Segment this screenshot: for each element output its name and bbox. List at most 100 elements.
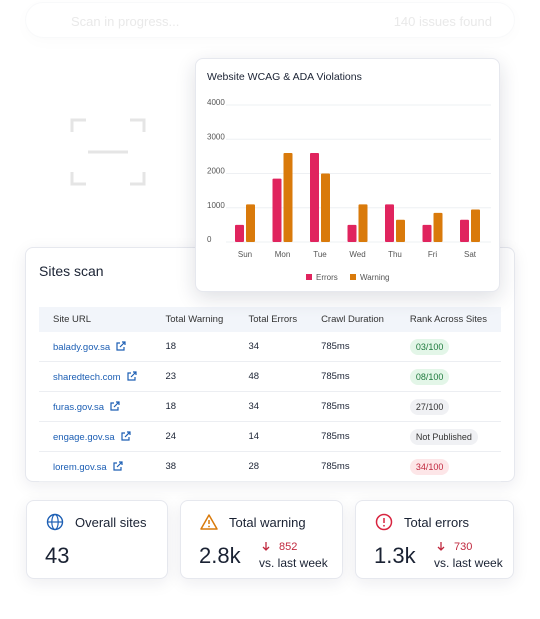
scan-icon: [70, 118, 146, 186]
table-cell: 23: [151, 361, 235, 392]
table-row: sharedtech.com 23 48 785ms 08/100: [39, 361, 501, 392]
chart-card: Website WCAG & ADA Violations 0 1000 2000 3…: [195, 58, 500, 292]
x-tick-label: Tue: [313, 250, 327, 259]
table-cell: balady.gov.sa: [39, 332, 152, 362]
card-change: 730: [454, 541, 473, 553]
bar: [321, 173, 330, 242]
table-cell: 785ms: [307, 451, 396, 482]
rank-badge: 34/100: [409, 458, 450, 475]
bar: [235, 224, 244, 242]
change-arrow: [262, 541, 270, 554]
cell-text: 785ms: [321, 371, 350, 382]
bar: [396, 219, 405, 242]
bar: [385, 204, 394, 242]
column-header: Crawl Duration: [307, 307, 396, 332]
rank-badge: 03/100: [409, 338, 450, 355]
cell-text: 785ms: [321, 401, 350, 412]
chart-title: Website WCAG & ADA Violations: [207, 71, 362, 83]
rank-badge: Not Published: [409, 428, 478, 445]
y-tick-label: 2000: [207, 167, 225, 176]
y-tick-label: 3000: [207, 132, 225, 141]
card-title: Total warning: [229, 515, 306, 530]
bar: [347, 224, 357, 242]
cell-text: 785ms: [321, 341, 350, 352]
table-cell: 785ms: [307, 391, 396, 422]
banner-status: Scan in progress...: [71, 14, 180, 29]
bar: [283, 152, 293, 242]
rank-badge: 08/100: [409, 368, 450, 385]
site-link[interactable]: sharedtech.com: [53, 371, 121, 383]
table-row: lorem.gov.sa 38 28 785ms 34/100: [39, 451, 501, 482]
x-tick-label: Sun: [238, 250, 252, 259]
legend-swatch: [306, 274, 312, 280]
x-tick-label: Sat: [464, 250, 477, 259]
table-cell: 14: [234, 421, 308, 452]
sites-table: Site URL Total Warning Total Errors Crawl D…: [39, 307, 501, 482]
table-cell: 08/100: [395, 361, 501, 392]
cell-text: 785ms: [321, 461, 350, 472]
stat-card: Total warning 2.8k 852 vs. last week: [180, 500, 343, 579]
card-note: vs. last week: [259, 556, 328, 570]
x-tick-label: Mon: [275, 250, 291, 259]
table-cell: 28: [234, 451, 308, 482]
table-cell: 24: [151, 421, 235, 452]
stat-card: Overall sites 43: [26, 500, 168, 579]
rank-badge: 27/100: [409, 398, 450, 415]
table-cell: 03/100: [395, 332, 501, 362]
table-cell: Not Published: [395, 421, 501, 452]
bar: [433, 212, 443, 242]
bar: [272, 178, 282, 242]
cell-text: 23: [165, 371, 177, 382]
column-header: Total Warning: [151, 307, 235, 332]
column-header: Site URL: [39, 307, 152, 332]
cell-text: 34: [248, 401, 260, 412]
chart: Website WCAG & ADA Violations 0 1000 2000 3…: [207, 71, 491, 282]
table-cell: 34: [234, 332, 308, 362]
table-title: Sites scan: [39, 263, 104, 279]
table-wrap: Site URL Total Warning Total Errors Crawl D…: [26, 307, 501, 482]
table-row: balady.gov.sa 18 34 785ms 03/100: [39, 332, 501, 362]
card-title: Overall sites: [75, 515, 147, 530]
cell-text: 18: [165, 401, 177, 412]
stat-card: Total errors 1.3k 730 vs. last week: [355, 500, 514, 579]
table-cell: 34/100: [395, 451, 501, 482]
bar: [460, 219, 469, 242]
column-header: Rank Across Sites: [395, 307, 501, 332]
cell-text: 34: [248, 341, 260, 352]
y-tick-label: 1000: [207, 201, 225, 210]
cell-text: 24: [165, 431, 177, 442]
table-row: furas.gov.sa 18 34 785ms 27/100: [39, 391, 501, 422]
cell-text: 18: [165, 341, 177, 352]
bar: [471, 209, 480, 242]
table-cell: sharedtech.com: [39, 361, 152, 392]
bar: [246, 204, 255, 242]
change-arrow: [437, 541, 445, 554]
bar: [358, 204, 368, 242]
cell-text: 785ms: [321, 431, 350, 442]
table-cell: furas.gov.sa: [39, 391, 152, 422]
site-link[interactable]: furas.gov.sa: [53, 401, 105, 413]
bar: [422, 224, 432, 242]
cell-text: 28: [248, 461, 260, 472]
site-link[interactable]: lorem.gov.sa: [53, 461, 107, 473]
y-tick-label: 4000: [207, 98, 225, 107]
card-value: 43: [45, 543, 70, 568]
cell-text: 48: [248, 371, 260, 382]
table-cell: 27/100: [395, 391, 501, 422]
legend-swatch: [350, 274, 356, 280]
bar: [310, 152, 319, 242]
table-cell: engage.gov.sa: [39, 421, 152, 452]
legend-label: Errors: [316, 273, 338, 282]
table-cell: 785ms: [307, 421, 396, 452]
banner: Scan in progress... 140 issues found: [25, 2, 515, 38]
card-value: 1.3k: [374, 543, 416, 568]
legend-label: Warning: [360, 273, 390, 282]
table-cell: 785ms: [307, 361, 396, 392]
table-cell: 38: [151, 451, 235, 482]
card-note: vs. last week: [434, 556, 503, 570]
site-link[interactable]: balady.gov.sa: [53, 341, 111, 353]
card-title: Total errors: [404, 515, 470, 530]
site-link[interactable]: engage.gov.sa: [53, 431, 115, 443]
banner-issues: 140 issues found: [393, 14, 492, 29]
